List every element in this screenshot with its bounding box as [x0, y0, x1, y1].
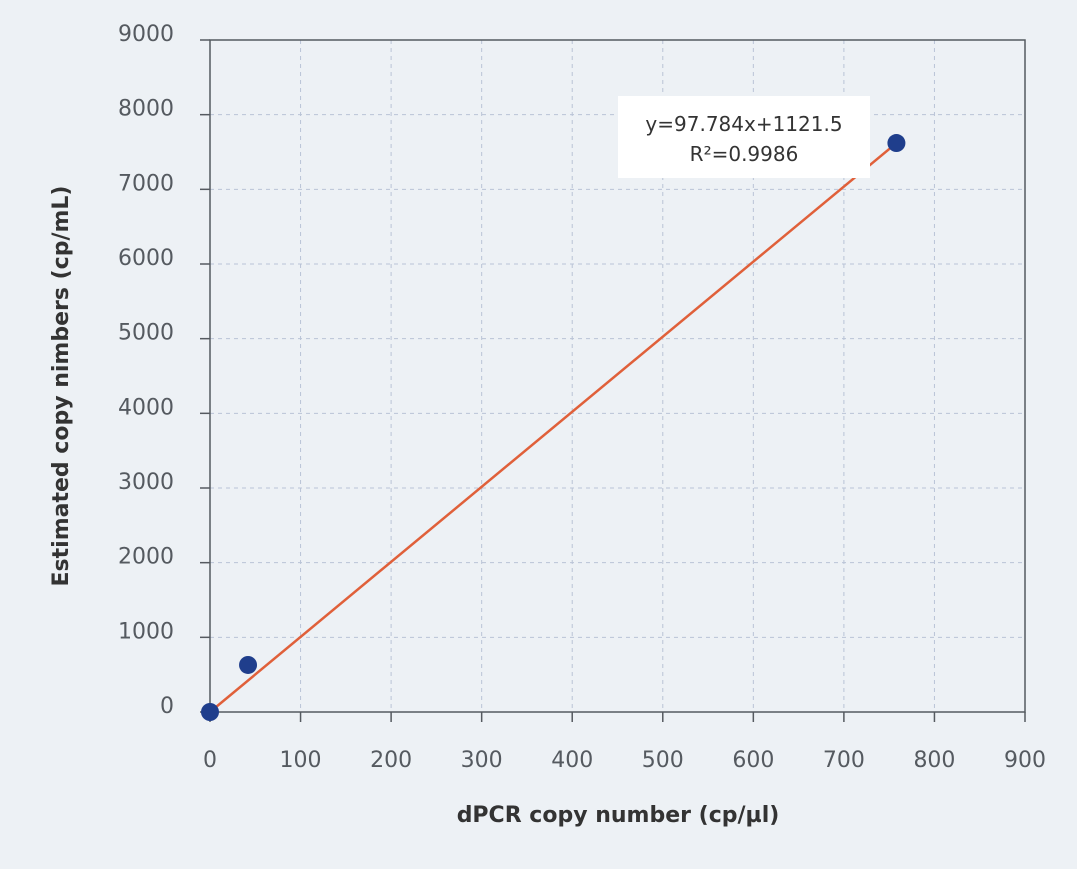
x-tick-label: 200	[370, 748, 412, 773]
x-tick-label: 600	[732, 748, 774, 773]
y-tick-label: 9000	[118, 22, 174, 47]
x-tick-label: 0	[203, 748, 217, 773]
x-tick-label: 400	[551, 748, 593, 773]
x-tick-label: 900	[1004, 748, 1046, 773]
x-tick-label: 500	[642, 748, 684, 773]
y-tick-label: 5000	[118, 321, 174, 346]
equation-annotation: y=97.784x+1121.5 R²=0.9986	[618, 96, 870, 178]
axis-ticks: 0 100 200 300 400 500 600 700 800 900010002000300…	[118, 22, 1046, 773]
y-tick-label: 1000	[118, 619, 174, 644]
y-axis-title: Estimated copy nimbers (cp/mL)	[49, 186, 74, 587]
data-point	[887, 134, 906, 153]
data-point	[201, 703, 219, 721]
x-tick-label: 100	[280, 748, 322, 773]
y-tick-label: 2000	[118, 545, 174, 570]
y-tick-label: 8000	[118, 97, 174, 122]
x-tick-label: 700	[823, 748, 865, 773]
data-points	[201, 134, 906, 721]
equation-label: y=97.784x+1121.5	[645, 112, 842, 136]
annotation-box	[618, 96, 870, 178]
y-tick-label: 4000	[118, 395, 174, 420]
x-axis-title: dPCR copy number (cp/µl)	[457, 803, 780, 828]
x-tick-label: 300	[461, 748, 503, 773]
trendline	[209, 142, 898, 713]
trendline-group	[209, 142, 898, 713]
y-tick-label: 6000	[118, 246, 174, 271]
r-squared-label: R²=0.9986	[690, 142, 799, 166]
y-tick-label: 0	[160, 694, 174, 719]
data-point	[239, 655, 258, 674]
plot-frame	[209, 39, 1026, 713]
y-tick-label: 7000	[118, 171, 174, 196]
x-tick-label: 800	[913, 748, 955, 773]
y-tick-label: 3000	[118, 470, 174, 495]
